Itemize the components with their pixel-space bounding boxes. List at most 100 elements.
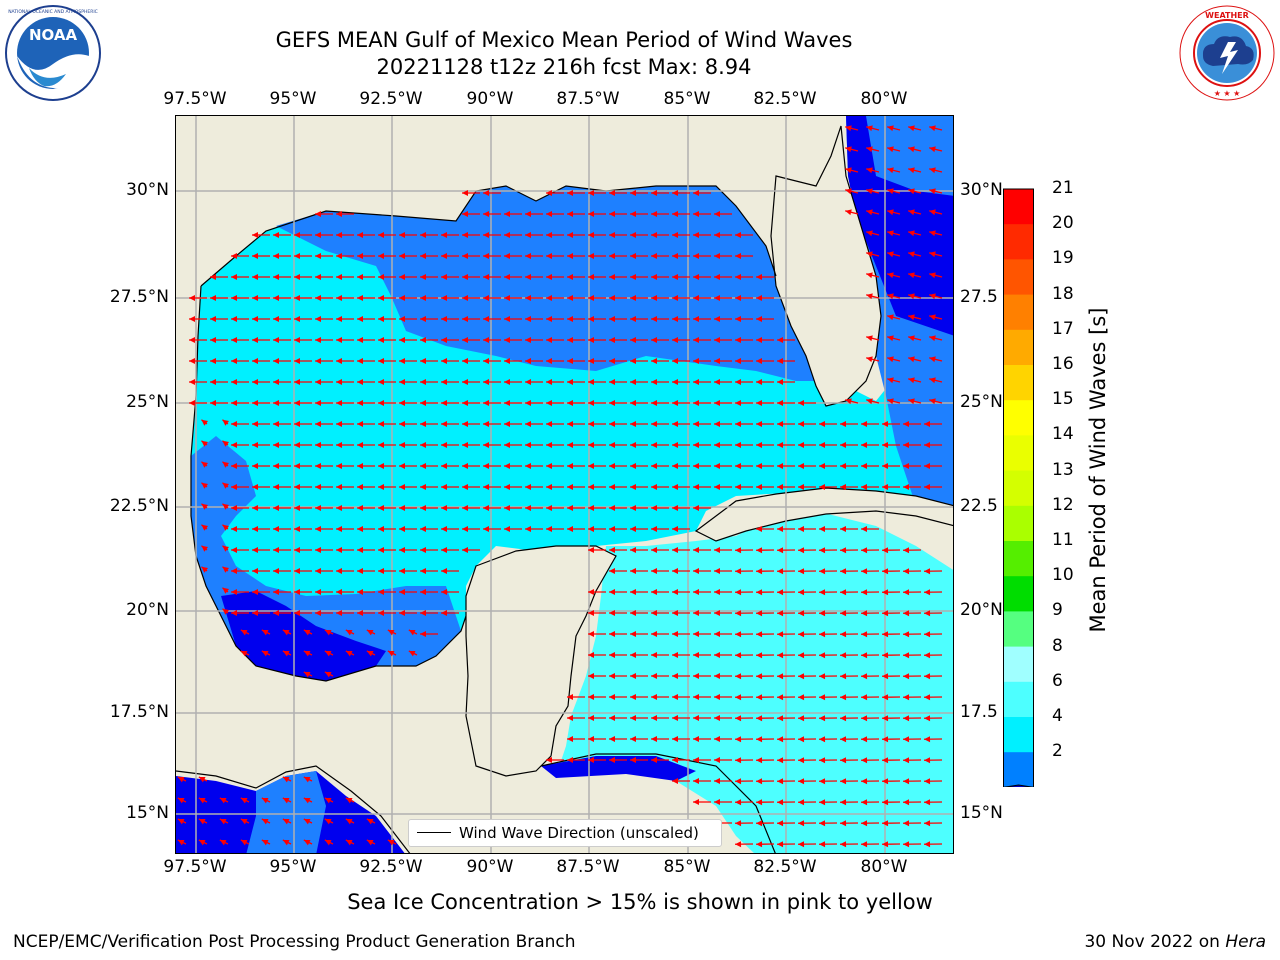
wave-arrow-head — [546, 274, 552, 280]
wave-arrow-head — [315, 568, 321, 574]
wave-arrow-head — [756, 337, 762, 343]
wave-arrow-head — [651, 253, 657, 259]
credit-text: NCEP/EMC/Verification Post Processing Pr… — [13, 932, 576, 952]
wave-arrow-head — [714, 631, 720, 637]
wave-arrow-head — [462, 484, 468, 490]
wave-arrow-head — [777, 841, 784, 848]
wave-arrow-head — [630, 652, 636, 658]
wave-arrow-head — [504, 526, 510, 532]
wave-arrow-head — [630, 736, 636, 742]
wave-arrow-head — [273, 232, 279, 238]
wave-arrow-head — [588, 757, 594, 763]
wave-arrow-head — [336, 337, 342, 343]
wave-arrow-head — [222, 524, 230, 531]
wave-arrow-head — [198, 818, 206, 825]
wave-arrow-head — [567, 694, 573, 700]
wave-arrow-head — [546, 421, 552, 427]
wave-arrow-head — [609, 610, 615, 616]
map-panel[interactable] — [175, 115, 954, 854]
wave-arrow-head — [252, 442, 258, 448]
wave-arrow-head — [567, 442, 573, 448]
wave-arrow-head — [882, 421, 888, 427]
wave-arrow-head — [201, 482, 209, 489]
colorbar-extend — [1003, 784, 1034, 787]
wave-arrow-head — [840, 652, 847, 659]
wave-arrow-head — [378, 463, 384, 469]
wave-arrow-head — [525, 274, 531, 280]
wave-arrow-head — [420, 232, 426, 238]
wave-arrow-head — [887, 146, 894, 153]
wave-arrow-head — [840, 421, 846, 427]
wave-arrow-head — [693, 379, 699, 385]
wave-arrow-head — [609, 736, 615, 742]
wave-arrow-head — [672, 358, 678, 364]
wave-arrow-head — [903, 463, 909, 469]
wave-arrow-head — [798, 568, 805, 575]
wave-arrow-head — [588, 253, 594, 259]
wave-arrow-head — [924, 484, 930, 490]
wave-arrow-head — [567, 274, 573, 280]
wave-arrow-head — [630, 211, 636, 217]
wave-arrow-head — [756, 652, 763, 659]
wave-arrow-head — [408, 650, 416, 657]
lon-label-bottom: 95°W — [269, 857, 317, 877]
wave-arrow-head — [441, 589, 447, 595]
wave-arrow-head — [908, 377, 915, 384]
wave-arrow-head — [630, 694, 636, 700]
wave-arrow-head — [252, 484, 258, 490]
wave-arrow-head — [714, 757, 720, 763]
wave-arrow-head — [336, 358, 342, 364]
wave-arrow-head — [609, 673, 615, 679]
wave-arrow-head — [840, 589, 847, 596]
wave-arrow-head — [336, 568, 342, 574]
wave-arrow-head — [798, 736, 805, 743]
wave-arrow-head — [882, 463, 888, 469]
wave-arrow-head — [567, 484, 573, 490]
wave-arrow-head — [630, 547, 636, 553]
wave-arrow-head — [588, 505, 594, 511]
wave-arrow-head — [777, 757, 784, 764]
wave-arrow-head — [252, 505, 258, 511]
lon-label-top: 90°W — [466, 89, 514, 109]
wave-arrow-head — [399, 505, 405, 511]
wave-arrow-head — [924, 610, 931, 617]
wave-arrow-head — [887, 251, 894, 258]
colorbar-tick-label: 8 — [1052, 635, 1063, 656]
legend-label: Wind Wave Direction (unscaled) — [459, 824, 699, 842]
wave-arrow-head — [378, 274, 384, 280]
wave-arrow-head — [240, 797, 248, 804]
wave-arrow-head — [929, 314, 936, 321]
wave-arrow-head — [273, 484, 279, 490]
wave-arrow-head — [261, 839, 269, 846]
wave-arrow-head — [714, 358, 720, 364]
wave-arrow-head — [903, 631, 910, 638]
wave-arrow-head — [336, 526, 342, 532]
wave-arrow-head — [462, 316, 468, 322]
wave-arrow-head — [231, 421, 237, 427]
wave-arrow-head — [861, 421, 867, 427]
wave-arrow-head — [567, 211, 573, 217]
wave-arrow-head — [462, 463, 468, 469]
wave-arrow-head — [651, 526, 657, 532]
wave-arrow-head — [861, 610, 868, 617]
svg-text:NATIONAL OCEANIC AND ATMOSPHER: NATIONAL OCEANIC AND ATMOSPHERIC — [8, 9, 98, 15]
lat-label-left: 25°N — [126, 392, 169, 412]
wave-arrow-head — [303, 776, 311, 783]
wave-arrow-head — [903, 652, 910, 659]
wave-arrow-head — [861, 652, 868, 659]
wave-arrow-head — [273, 400, 279, 406]
wave-arrow-head — [231, 442, 237, 448]
wave-arrow-head — [462, 547, 468, 553]
wave-arrow-head — [420, 442, 426, 448]
wave-arrow-head — [840, 757, 847, 764]
wave-arrow-head — [546, 316, 552, 322]
wave-arrow-head — [630, 505, 636, 511]
wave-arrow-head — [887, 335, 894, 342]
wave-arrow-head — [714, 568, 720, 574]
wave-arrow-head — [714, 463, 720, 469]
wave-arrow-head — [273, 295, 279, 301]
lon-label-top: 82.5°W — [753, 89, 817, 109]
wave-arrow-head — [798, 673, 805, 680]
wave-arrow-head — [315, 295, 321, 301]
wave-arrow-head — [819, 610, 826, 617]
